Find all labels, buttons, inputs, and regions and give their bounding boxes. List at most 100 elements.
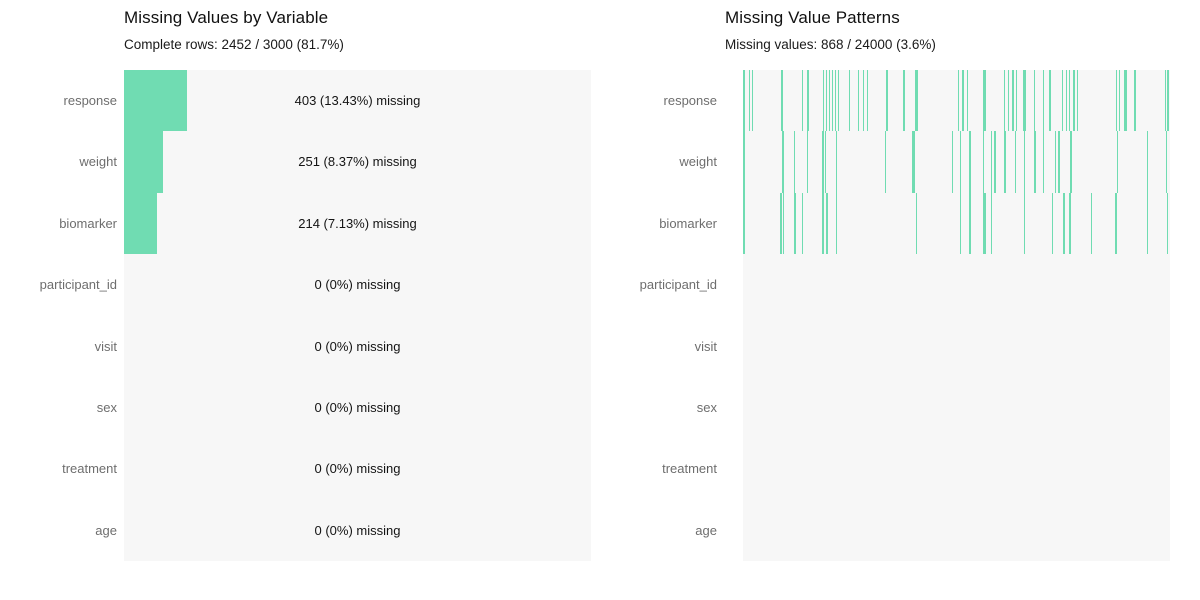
missing-mark bbox=[782, 192, 785, 255]
missing-mark bbox=[1115, 192, 1117, 255]
missing-mark bbox=[781, 70, 783, 132]
missing-mark bbox=[1070, 131, 1072, 193]
row-label-sex: sex bbox=[96, 399, 117, 415]
missing-mark bbox=[743, 192, 745, 255]
missing-mark bbox=[1167, 70, 1169, 132]
missing-mark bbox=[834, 70, 837, 132]
missing-mark bbox=[837, 70, 840, 132]
missing-annotation-response: 403 (13.43%) missing bbox=[294, 93, 421, 108]
missing-mark bbox=[1063, 192, 1065, 255]
missing-mark bbox=[1023, 70, 1027, 132]
missing-annotation-sex: 0 (0%) missing bbox=[314, 399, 401, 415]
missing-bar-biomarker bbox=[124, 192, 158, 255]
missing-mark bbox=[835, 131, 838, 193]
missing-mark bbox=[806, 131, 809, 193]
missing-mark bbox=[822, 131, 824, 193]
missing-mark bbox=[807, 70, 809, 132]
pattern-row-label-biomarker: biomarker bbox=[659, 215, 717, 231]
right-panel-title: Missing Value Patterns bbox=[725, 8, 900, 27]
missing-mark bbox=[1014, 131, 1017, 193]
missing-mark bbox=[1058, 131, 1060, 193]
missing-mark bbox=[990, 131, 993, 193]
pattern-row-label-age: age bbox=[695, 522, 717, 538]
pattern-row-label-visit: visit bbox=[694, 338, 717, 354]
row-label-participant_id: participant_id bbox=[39, 277, 117, 293]
missing-bar-response bbox=[124, 70, 187, 132]
left-panel-title: Missing Values by Variable bbox=[124, 8, 329, 27]
missing-mark bbox=[1049, 70, 1051, 132]
missing-bar-weight bbox=[124, 131, 164, 193]
missing-mark bbox=[915, 192, 918, 255]
row-label-biomarker: biomarker bbox=[59, 215, 117, 231]
missing-mark bbox=[822, 192, 824, 255]
missing-mark bbox=[1069, 192, 1071, 255]
missing-mark bbox=[835, 192, 838, 255]
missing-mark bbox=[1115, 70, 1118, 132]
missing-mark bbox=[1123, 70, 1127, 132]
missing-annotation-biomarker: 214 (7.13%) missing bbox=[298, 215, 417, 231]
pattern-row-label-response: response bbox=[663, 93, 717, 108]
right-plot-area bbox=[743, 70, 1170, 561]
missing-mark bbox=[825, 70, 828, 132]
missing-mark bbox=[824, 131, 827, 193]
missing-mark bbox=[1118, 70, 1121, 132]
missing-mark bbox=[1073, 70, 1075, 132]
missing-mark bbox=[1042, 70, 1045, 132]
missing-mark bbox=[1076, 70, 1079, 132]
missing-mark bbox=[1146, 192, 1149, 255]
missing-mark bbox=[1165, 131, 1168, 193]
missing-mark bbox=[966, 70, 969, 132]
row-label-treatment: treatment bbox=[62, 461, 117, 477]
missing-mark bbox=[751, 70, 754, 132]
missing-mark bbox=[994, 131, 996, 193]
missing-mark bbox=[1146, 131, 1149, 193]
missing-mark bbox=[1061, 70, 1064, 132]
missing-mark bbox=[903, 70, 905, 132]
missing-annotation-weight: 251 (8.37%) missing bbox=[298, 154, 417, 170]
pattern-row-label-treatment: treatment bbox=[662, 461, 717, 477]
missing-mark bbox=[780, 192, 782, 255]
missing-mark bbox=[826, 192, 828, 255]
right-panel-subtitle: Missing values: 868 / 24000 (3.6%) bbox=[725, 37, 936, 52]
missing-mark bbox=[915, 70, 919, 132]
missing-mark bbox=[951, 131, 954, 193]
missing-mark bbox=[1033, 70, 1036, 132]
missing-mark bbox=[1054, 131, 1057, 193]
missing-mark bbox=[1034, 131, 1036, 193]
missing-mark bbox=[962, 70, 964, 132]
missing-mark bbox=[743, 70, 745, 132]
missing-mark bbox=[801, 192, 804, 255]
row-label-visit: visit bbox=[94, 338, 117, 354]
missing-mark bbox=[782, 131, 784, 193]
missing-mark bbox=[1007, 70, 1010, 132]
missing-mark bbox=[957, 70, 960, 132]
left-panel-subtitle: Complete rows: 2452 / 3000 (81.7%) bbox=[124, 37, 344, 52]
missing-annotation-age: 0 (0%) missing bbox=[314, 522, 401, 538]
missing-mark bbox=[982, 131, 985, 193]
pattern-row-label-sex: sex bbox=[696, 399, 717, 415]
missing-mark bbox=[1015, 70, 1018, 132]
missing-mark bbox=[969, 131, 971, 193]
row-label-weight: weight bbox=[79, 154, 117, 170]
missing-mark bbox=[866, 70, 869, 132]
missing-mark bbox=[828, 70, 831, 132]
missing-mark bbox=[959, 192, 962, 255]
pattern-row-label-participant_id: participant_id bbox=[639, 277, 717, 293]
missing-mark bbox=[990, 192, 993, 255]
missing-mark bbox=[1023, 192, 1026, 255]
missing-mark bbox=[884, 131, 887, 193]
missing-mark bbox=[831, 70, 834, 132]
missing-mark bbox=[1166, 192, 1169, 255]
missing-mark bbox=[1003, 70, 1006, 132]
missing-mark bbox=[748, 70, 751, 132]
missing-annotation-participant_id: 0 (0%) missing bbox=[314, 277, 401, 293]
missing-mark bbox=[969, 192, 971, 255]
missing-mark bbox=[743, 131, 745, 193]
missing-mark bbox=[862, 70, 865, 132]
missing-mark bbox=[1051, 192, 1054, 255]
missing-mark bbox=[793, 131, 796, 193]
missing-mark bbox=[794, 192, 796, 255]
missing-mark bbox=[959, 131, 962, 193]
missing-mark bbox=[982, 192, 986, 255]
